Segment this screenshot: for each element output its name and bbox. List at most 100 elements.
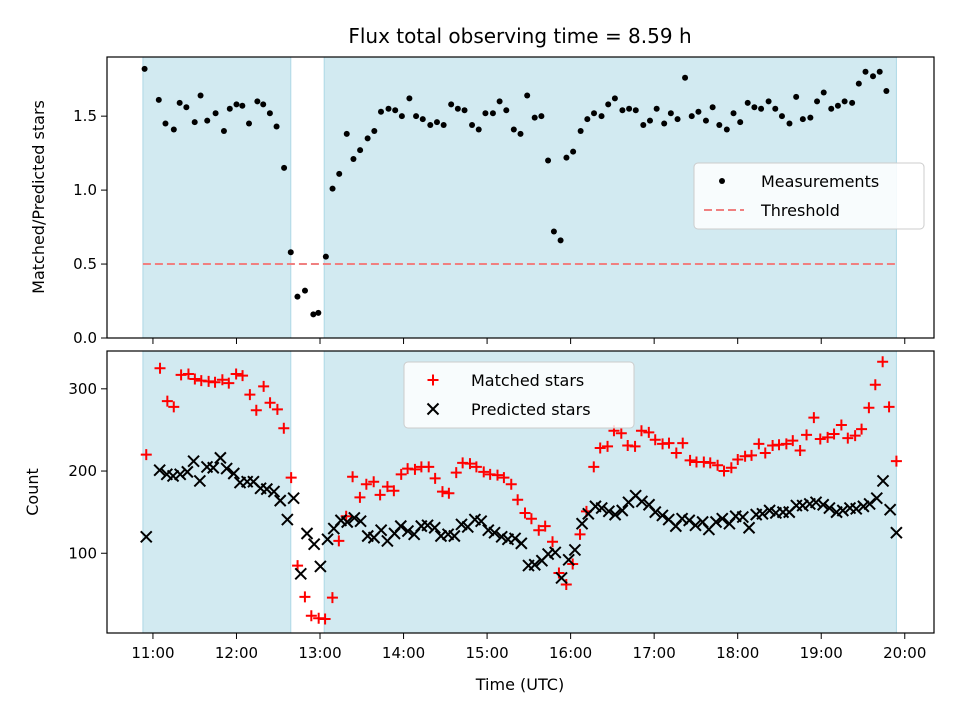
matched-point	[223, 377, 235, 389]
measurement-point	[709, 104, 716, 111]
legend-measurements-marker	[719, 178, 725, 184]
x-tick-label: 18:00	[716, 644, 759, 662]
measurement-point	[454, 105, 461, 112]
measurement-point	[674, 116, 681, 123]
x-tick-label: 17:00	[633, 644, 676, 662]
predicted-point	[448, 529, 461, 543]
matched-point	[388, 485, 400, 497]
measurement-point	[475, 126, 482, 133]
measurement-point	[778, 113, 785, 120]
predicted-point	[850, 502, 863, 516]
measurement-point	[545, 157, 552, 164]
ratio-y-tick-label: 1.5	[73, 107, 97, 125]
measurement-point	[820, 89, 827, 96]
matched-point	[718, 465, 730, 477]
matched-point	[615, 427, 627, 439]
count-y-tick-label: 100	[68, 544, 97, 562]
measurement-point	[357, 147, 364, 154]
matched-point	[278, 422, 290, 434]
measurement-point	[212, 110, 219, 117]
matched-point	[250, 404, 262, 416]
measurement-point	[661, 120, 668, 127]
measurement-point	[310, 311, 317, 318]
measurement-point	[141, 65, 148, 72]
x-tick-label: 19:00	[800, 644, 843, 662]
measurement-point	[239, 102, 246, 109]
matched-point	[395, 468, 407, 480]
matched-point	[354, 491, 366, 503]
predicted-point	[401, 524, 415, 538]
measurement-point	[563, 154, 570, 161]
measurement-point	[605, 101, 612, 108]
legend-measurements-label: Measurements	[761, 172, 879, 191]
measurement-point	[883, 88, 890, 95]
predicted-point	[836, 504, 850, 517]
ratio-legend: Measurements Threshold	[693, 162, 925, 230]
matched-point	[326, 592, 338, 604]
measurement-point	[695, 108, 702, 115]
measurement-point	[433, 119, 440, 126]
matched-point	[746, 449, 758, 461]
predicted-point	[488, 526, 501, 539]
matched-point	[168, 401, 180, 413]
matched-point	[539, 520, 551, 532]
measurement-point	[849, 99, 856, 106]
measurement-point	[176, 99, 183, 106]
measurement-point	[793, 93, 800, 100]
matched-point	[450, 467, 462, 479]
predicted-point	[220, 462, 233, 475]
ratio-panel-frame	[106, 56, 935, 339]
matched-point	[423, 461, 435, 473]
predicted-point	[616, 504, 629, 517]
x-tick-label: 16:00	[549, 644, 592, 662]
matched-point	[189, 373, 201, 385]
measurement-point	[584, 116, 591, 123]
measurement-point	[716, 122, 723, 129]
measurement-point	[461, 107, 468, 114]
x-tick-label: 13:00	[298, 644, 341, 662]
measurement-point	[448, 101, 455, 108]
matched-point	[759, 447, 771, 459]
x-tick-label: 15:00	[465, 644, 508, 662]
matched-point	[787, 435, 799, 447]
matched-point	[753, 438, 765, 450]
measurement-point	[440, 122, 447, 129]
measurement-point	[772, 105, 779, 112]
matched-point	[801, 429, 813, 441]
predicted-point	[602, 505, 616, 518]
predicted-point	[348, 511, 361, 525]
count-legend-box	[403, 361, 635, 429]
measurement-point	[814, 98, 821, 105]
predicted-point	[709, 515, 723, 529]
matched-point	[547, 536, 559, 548]
measurement-point	[517, 130, 524, 137]
matched-point	[808, 412, 820, 424]
matched-point	[629, 440, 641, 452]
measurement-point	[233, 101, 240, 108]
matched-point	[161, 395, 173, 407]
predicted-point	[307, 537, 321, 551]
measurement-point	[246, 120, 253, 127]
predicted-point	[716, 512, 729, 525]
predicted-point	[181, 465, 194, 479]
predicted-point	[421, 519, 434, 532]
x-tick-label: 20:00	[883, 644, 926, 662]
measurement-point	[343, 130, 350, 137]
matched-point	[381, 481, 393, 493]
measurement-point	[862, 68, 869, 75]
predicted-point	[649, 505, 662, 519]
measurement-point	[392, 107, 399, 114]
predicted-point	[214, 451, 227, 465]
ratio-panel-ylabel: Matched/Predicted stars	[29, 100, 48, 294]
measurement-point	[653, 105, 660, 112]
predicted-point	[656, 509, 669, 522]
predicted-point	[796, 499, 809, 512]
measurement-point	[503, 107, 510, 114]
matched-point	[849, 430, 861, 442]
measurement-point	[682, 74, 689, 81]
measurement-point	[632, 107, 639, 114]
predicted-point	[890, 526, 903, 539]
predicted-point	[870, 491, 883, 505]
predicted-point	[193, 474, 207, 488]
